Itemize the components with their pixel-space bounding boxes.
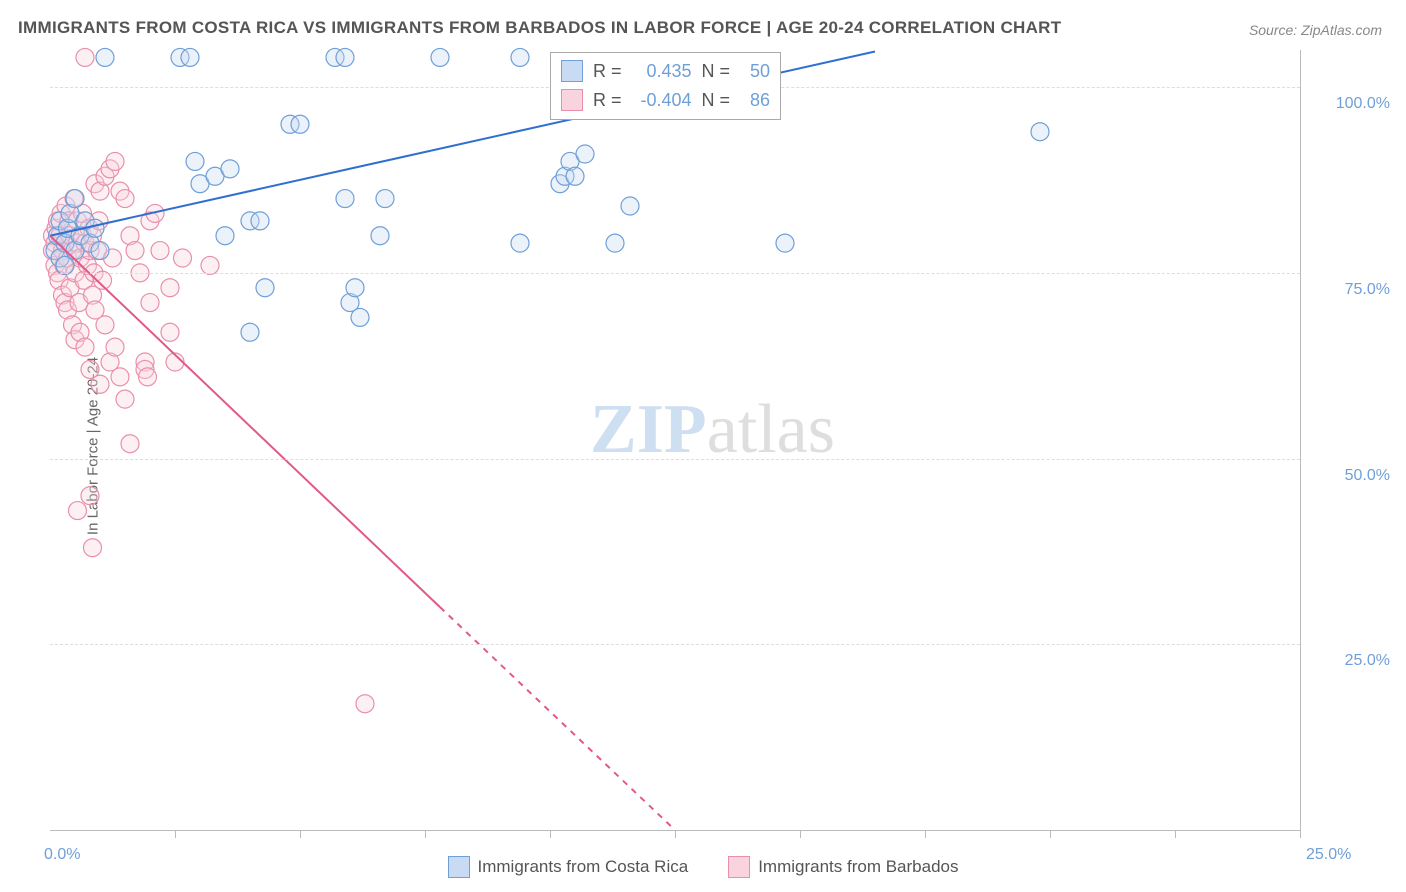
legend-swatch-b xyxy=(728,856,750,878)
scatter-point xyxy=(76,338,94,356)
scatter-point xyxy=(121,435,139,453)
legend-item-b: Immigrants from Barbados xyxy=(728,856,958,878)
scatter-point xyxy=(69,502,87,520)
scatter-point xyxy=(96,48,114,66)
stats-n-label: N = xyxy=(702,57,731,86)
stats-legend-box: R = 0.435 N = 50 R = -0.404 N = 86 xyxy=(550,52,781,120)
stats-r-value: 0.435 xyxy=(632,57,692,86)
legend-item-a: Immigrants from Costa Rica xyxy=(448,856,689,878)
scatter-point xyxy=(96,316,114,334)
y-tick-label: 25.0% xyxy=(1310,652,1390,670)
scatter-point xyxy=(201,256,219,274)
scatter-point xyxy=(111,368,129,386)
scatter-point xyxy=(251,212,269,230)
scatter-point xyxy=(84,539,102,557)
scatter-point xyxy=(221,160,239,178)
chart-title: IMMIGRANTS FROM COSTA RICA VS IMMIGRANTS… xyxy=(18,18,1061,38)
scatter-point xyxy=(186,152,204,170)
scatter-point xyxy=(174,249,192,267)
stats-r-label: R = xyxy=(593,57,622,86)
plot-area: ZIPatlas 25.0%50.0%75.0%100.0%0.0%25.0% xyxy=(50,50,1301,831)
scatter-point xyxy=(81,487,99,505)
scatter-point xyxy=(431,48,449,66)
scatter-point xyxy=(116,190,134,208)
y-tick-label: 75.0% xyxy=(1310,281,1390,299)
x-tick xyxy=(300,830,301,838)
scatter-point xyxy=(606,234,624,252)
stats-n-label: N = xyxy=(702,86,731,115)
scatter-point xyxy=(66,190,84,208)
scatter-point xyxy=(351,308,369,326)
stats-r-value: -0.404 xyxy=(632,86,692,115)
scatter-point xyxy=(141,294,159,312)
x-tick xyxy=(1300,830,1301,838)
scatter-point xyxy=(106,338,124,356)
scatter-point xyxy=(621,197,639,215)
x-tick xyxy=(1175,830,1176,838)
scatter-point xyxy=(356,695,374,713)
stats-row: R = 0.435 N = 50 xyxy=(561,57,770,86)
x-tick xyxy=(800,830,801,838)
stats-row: R = -0.404 N = 86 xyxy=(561,86,770,115)
gridline-h xyxy=(50,459,1300,460)
scatter-point xyxy=(346,279,364,297)
trend-line xyxy=(50,236,440,607)
scatter-point xyxy=(139,368,157,386)
scatter-point xyxy=(336,48,354,66)
stats-n-value: 86 xyxy=(740,86,770,115)
legend-label-a: Immigrants from Costa Rica xyxy=(478,857,689,877)
x-tick xyxy=(175,830,176,838)
scatter-point xyxy=(371,227,389,245)
scatter-point xyxy=(566,167,584,185)
scatter-point xyxy=(511,234,529,252)
gridline-h xyxy=(50,273,1300,274)
legend-label-b: Immigrants from Barbados xyxy=(758,857,958,877)
scatter-point xyxy=(241,323,259,341)
stats-r-label: R = xyxy=(593,86,622,115)
scatter-point xyxy=(511,48,529,66)
stats-n-value: 50 xyxy=(740,57,770,86)
scatter-svg xyxy=(50,50,1300,830)
scatter-point xyxy=(1031,123,1049,141)
scatter-point xyxy=(91,242,109,260)
scatter-point xyxy=(291,115,309,133)
y-tick-label: 100.0% xyxy=(1310,95,1390,113)
scatter-point xyxy=(576,145,594,163)
stats-swatch xyxy=(561,60,583,82)
legend-swatch-a xyxy=(448,856,470,878)
scatter-point xyxy=(151,242,169,260)
scatter-point xyxy=(161,323,179,341)
scatter-point xyxy=(256,279,274,297)
x-tick xyxy=(925,830,926,838)
scatter-point xyxy=(776,234,794,252)
scatter-point xyxy=(86,219,104,237)
source-label: Source: ZipAtlas.com xyxy=(1249,22,1382,38)
x-tick xyxy=(425,830,426,838)
x-tick xyxy=(675,830,676,838)
scatter-point xyxy=(116,390,134,408)
scatter-point xyxy=(336,190,354,208)
scatter-point xyxy=(76,48,94,66)
scatter-point xyxy=(91,375,109,393)
scatter-point xyxy=(216,227,234,245)
scatter-point xyxy=(126,242,144,260)
legend-bottom: Immigrants from Costa Rica Immigrants fr… xyxy=(0,856,1406,878)
scatter-point xyxy=(181,48,199,66)
scatter-point xyxy=(106,152,124,170)
trend-line xyxy=(440,607,675,830)
gridline-h xyxy=(50,644,1300,645)
scatter-point xyxy=(161,279,179,297)
scatter-point xyxy=(376,190,394,208)
y-tick-label: 50.0% xyxy=(1310,467,1390,485)
stats-swatch xyxy=(561,89,583,111)
x-tick xyxy=(550,830,551,838)
x-tick xyxy=(1050,830,1051,838)
